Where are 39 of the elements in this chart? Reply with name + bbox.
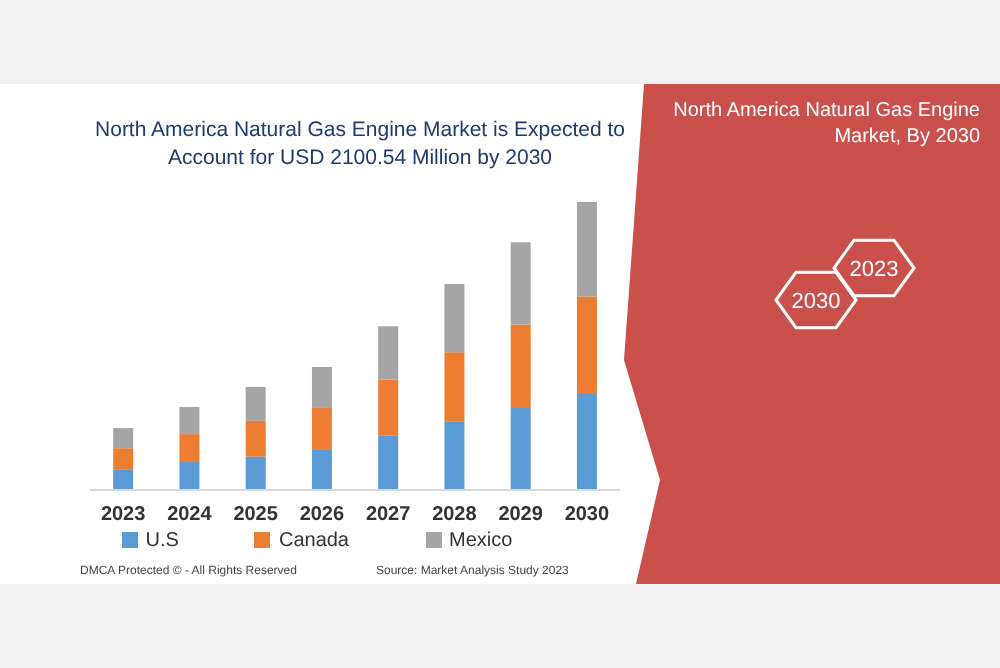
x-tick-label: 2026 (299, 504, 345, 527)
x-tick-label: 2025 (233, 504, 279, 527)
bar (510, 242, 531, 325)
bar (576, 394, 597, 490)
bar (311, 449, 332, 490)
bar (245, 456, 266, 490)
bar (576, 296, 597, 395)
bar (378, 379, 399, 436)
bar (510, 407, 531, 490)
x-tick-label: 2027 (365, 504, 412, 527)
legend-label: Mexico (449, 530, 513, 552)
bar (378, 326, 399, 380)
bar (311, 407, 332, 450)
x-tick-label: 2030 (564, 504, 610, 527)
legend-label: Canada (278, 530, 349, 552)
x-tick-label: 2023 (100, 504, 147, 527)
bar (444, 284, 465, 353)
bar (179, 462, 200, 490)
chart-title: North America Natural Gas Engine Market is Expected to Account for USD 2100.54 Million by 2030 (93, 116, 627, 172)
bar (444, 352, 465, 422)
x-tick-label: 2028 (432, 504, 478, 527)
bar (311, 367, 332, 408)
text: 2023 (849, 258, 899, 282)
x-tick-label: 2024 (167, 504, 213, 527)
bar (245, 386, 266, 421)
legend-label: U.S (145, 530, 179, 552)
bar (378, 435, 399, 490)
text: 2030 (791, 290, 841, 314)
bar (179, 407, 200, 435)
text: North America Natural Gas Engine Market, By 2030 (673, 100, 981, 148)
bar (179, 434, 200, 463)
bar (113, 448, 134, 470)
x-tick-label: 2029 (498, 504, 544, 527)
bar (576, 202, 597, 297)
bar (245, 420, 266, 457)
bar (444, 421, 465, 490)
bar (113, 428, 134, 449)
bar (510, 324, 531, 408)
bar (113, 469, 134, 490)
